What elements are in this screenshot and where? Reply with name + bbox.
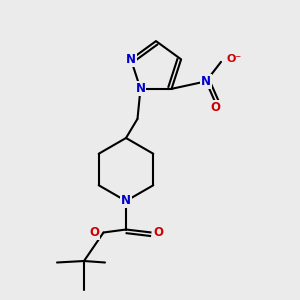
Text: N: N bbox=[201, 75, 211, 88]
Text: N: N bbox=[121, 194, 131, 208]
Text: O⁻: O⁻ bbox=[226, 55, 242, 64]
Text: O: O bbox=[210, 101, 220, 114]
Text: N: N bbox=[136, 82, 146, 95]
Text: O: O bbox=[153, 226, 163, 239]
Text: N: N bbox=[126, 53, 136, 66]
Text: O: O bbox=[89, 226, 99, 239]
